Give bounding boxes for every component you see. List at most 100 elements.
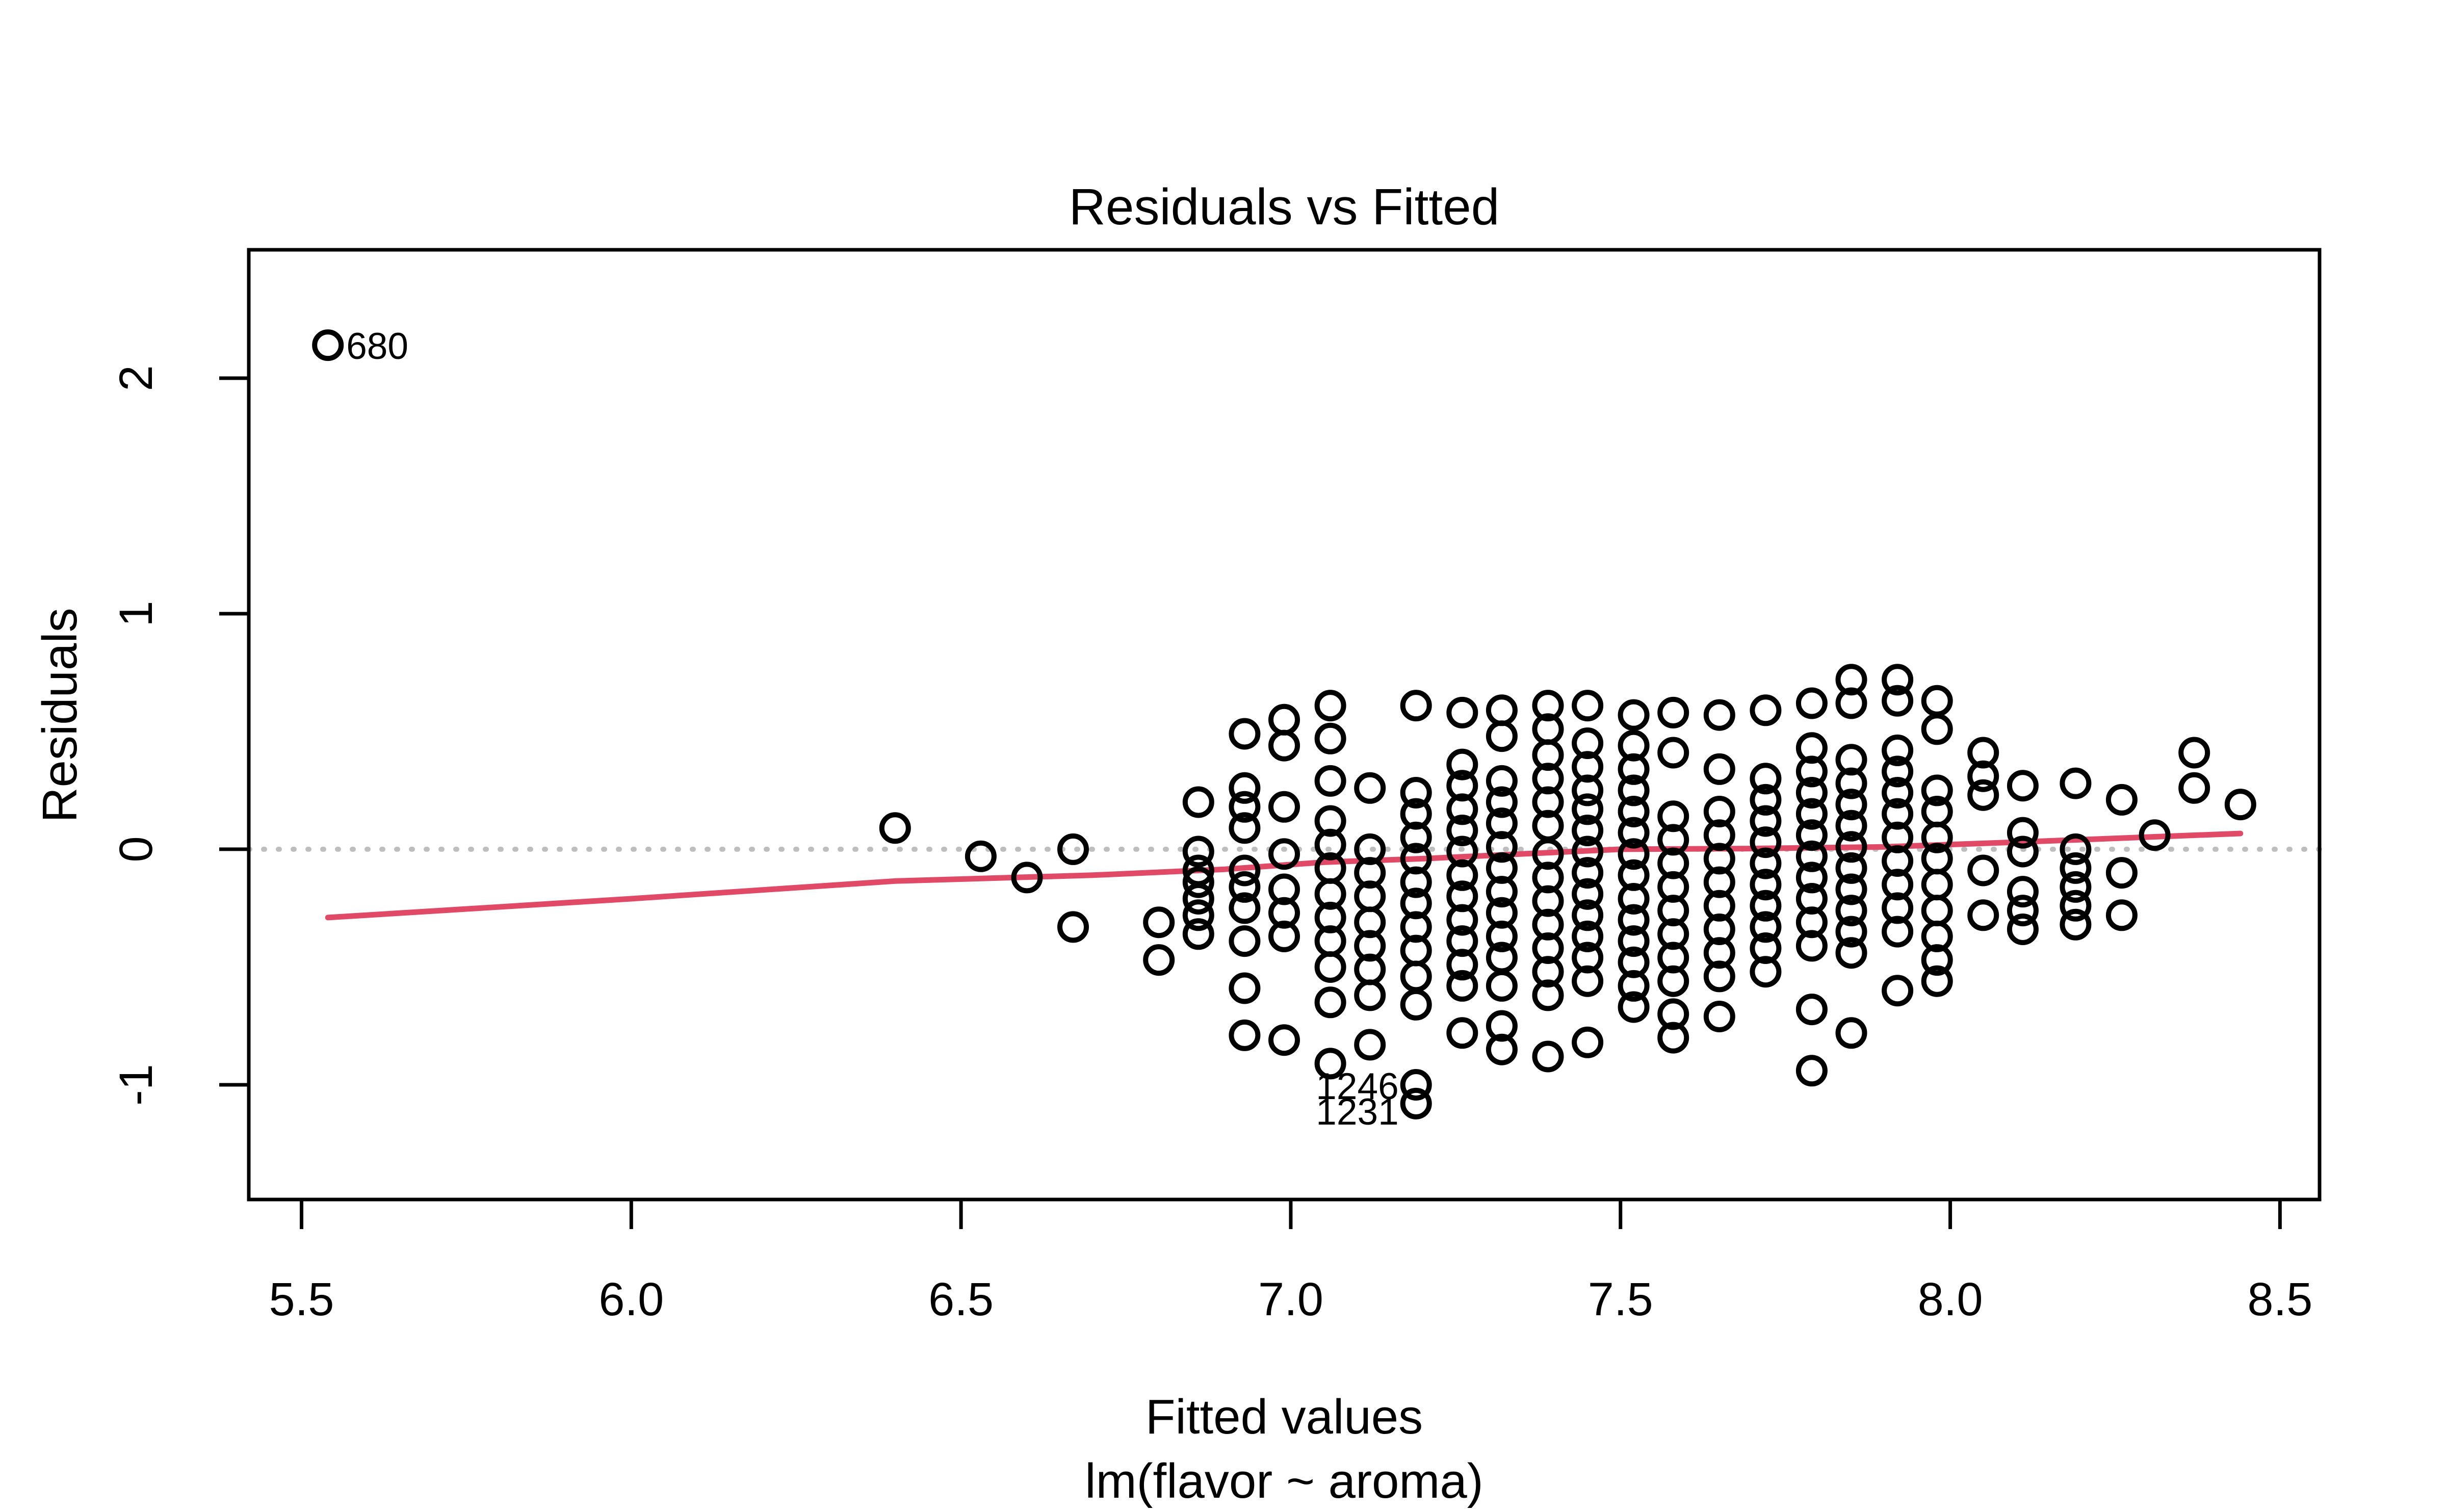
data-point — [1314, 878, 1346, 910]
data-point — [1835, 687, 1867, 719]
data-point — [1835, 789, 1867, 821]
data-point — [1795, 840, 1828, 872]
data-point — [1750, 826, 1782, 858]
data-point — [1229, 972, 1261, 1004]
data-point — [1354, 906, 1386, 939]
data-point — [2007, 895, 2039, 927]
data-point — [1618, 817, 1650, 849]
data-point — [1486, 786, 1518, 818]
data-point — [1400, 798, 1432, 830]
data-point — [1229, 812, 1261, 844]
data-point — [1268, 838, 1300, 870]
axis-ticks — [219, 376, 2282, 1229]
data-point — [1229, 718, 1261, 750]
data-point — [1532, 862, 1564, 894]
scatter-points — [312, 329, 2256, 1119]
outlier-point — [1400, 1069, 1432, 1101]
data-point — [1657, 965, 1689, 997]
data-point — [1921, 774, 1953, 806]
data-point — [1795, 798, 1828, 830]
data-point — [2178, 737, 2210, 769]
data-point — [1835, 1017, 1867, 1049]
data-point — [1657, 800, 1689, 832]
data-point — [1486, 970, 1518, 1002]
data-point — [1618, 774, 1650, 806]
data-point — [1532, 956, 1564, 988]
data-point — [1572, 815, 1604, 846]
data-point — [1229, 772, 1261, 804]
data-point — [2060, 833, 2092, 865]
data-point — [1835, 852, 1867, 884]
data-point — [1314, 828, 1346, 861]
data-point — [1572, 727, 1604, 759]
data-point — [1143, 906, 1175, 939]
data-point — [1314, 722, 1346, 754]
data-point — [1882, 685, 1914, 717]
data-point — [1618, 753, 1650, 785]
data-point — [1572, 920, 1604, 952]
x-tick-label: 7.0 — [1258, 1273, 1323, 1325]
data-point — [1532, 739, 1564, 771]
data-point — [1314, 690, 1346, 722]
data-point — [1703, 819, 1735, 851]
data-point — [1703, 890, 1735, 922]
data-point — [1400, 777, 1432, 809]
data-point — [1703, 937, 1735, 969]
data-point — [1229, 1019, 1261, 1051]
data-point — [1657, 998, 1689, 1030]
data-point — [1354, 1029, 1386, 1061]
data-point — [1532, 1040, 1564, 1073]
data-point — [1882, 869, 1914, 901]
data-point — [1532, 763, 1564, 795]
data-point — [1446, 1017, 1478, 1049]
data-point — [1967, 760, 1999, 792]
x-axis-title: Fitted values — [1146, 1390, 1423, 1444]
data-point — [2007, 836, 2039, 868]
data-point — [1532, 932, 1564, 964]
data-point — [1268, 729, 1300, 762]
data-point — [1268, 1024, 1300, 1056]
data-point — [1703, 753, 1735, 785]
data-point — [1486, 807, 1518, 840]
data-point — [1486, 897, 1518, 929]
data-point — [1750, 956, 1782, 988]
data-point — [1532, 908, 1564, 941]
data-point — [1921, 944, 1953, 976]
data-point — [1967, 899, 1999, 931]
data-point — [2007, 817, 2039, 849]
data-point — [1400, 866, 1432, 898]
data-point — [1011, 862, 1043, 894]
data-point — [1882, 798, 1914, 830]
data-point — [1657, 696, 1689, 728]
data-point — [1572, 1026, 1604, 1058]
data-point — [1882, 916, 1914, 948]
data-point — [1400, 911, 1432, 943]
data-point — [1921, 821, 1953, 853]
data-point — [2060, 890, 2092, 922]
data-point — [2060, 852, 2092, 884]
data-point — [1400, 988, 1432, 1021]
data-point — [1750, 805, 1782, 837]
data-point — [1486, 720, 1518, 752]
data-point — [1657, 942, 1689, 974]
data-point — [1795, 777, 1828, 809]
data-point — [1921, 869, 1953, 901]
x-tick-label: 5.5 — [269, 1273, 334, 1325]
data-point — [1618, 838, 1650, 870]
data-point — [1618, 883, 1650, 915]
data-point — [1268, 791, 1300, 823]
data-point — [1446, 793, 1478, 825]
data-point — [1795, 862, 1828, 894]
outlier-id-label: 680 — [346, 326, 408, 367]
data-point — [1400, 821, 1432, 853]
x-tick-label: 8.0 — [1918, 1273, 1983, 1325]
data-point — [1618, 991, 1650, 1023]
tick-labels: 5.5 6.0 6.5 7.0 7.5 8.0 8.5 -1 0 1 2 — [110, 365, 2312, 1325]
data-point — [1657, 895, 1689, 927]
data-point — [1703, 699, 1735, 731]
data-point — [2007, 876, 2039, 908]
data-point — [1750, 932, 1782, 964]
y-tick-label: 2 — [110, 365, 162, 391]
data-point — [1750, 847, 1782, 879]
